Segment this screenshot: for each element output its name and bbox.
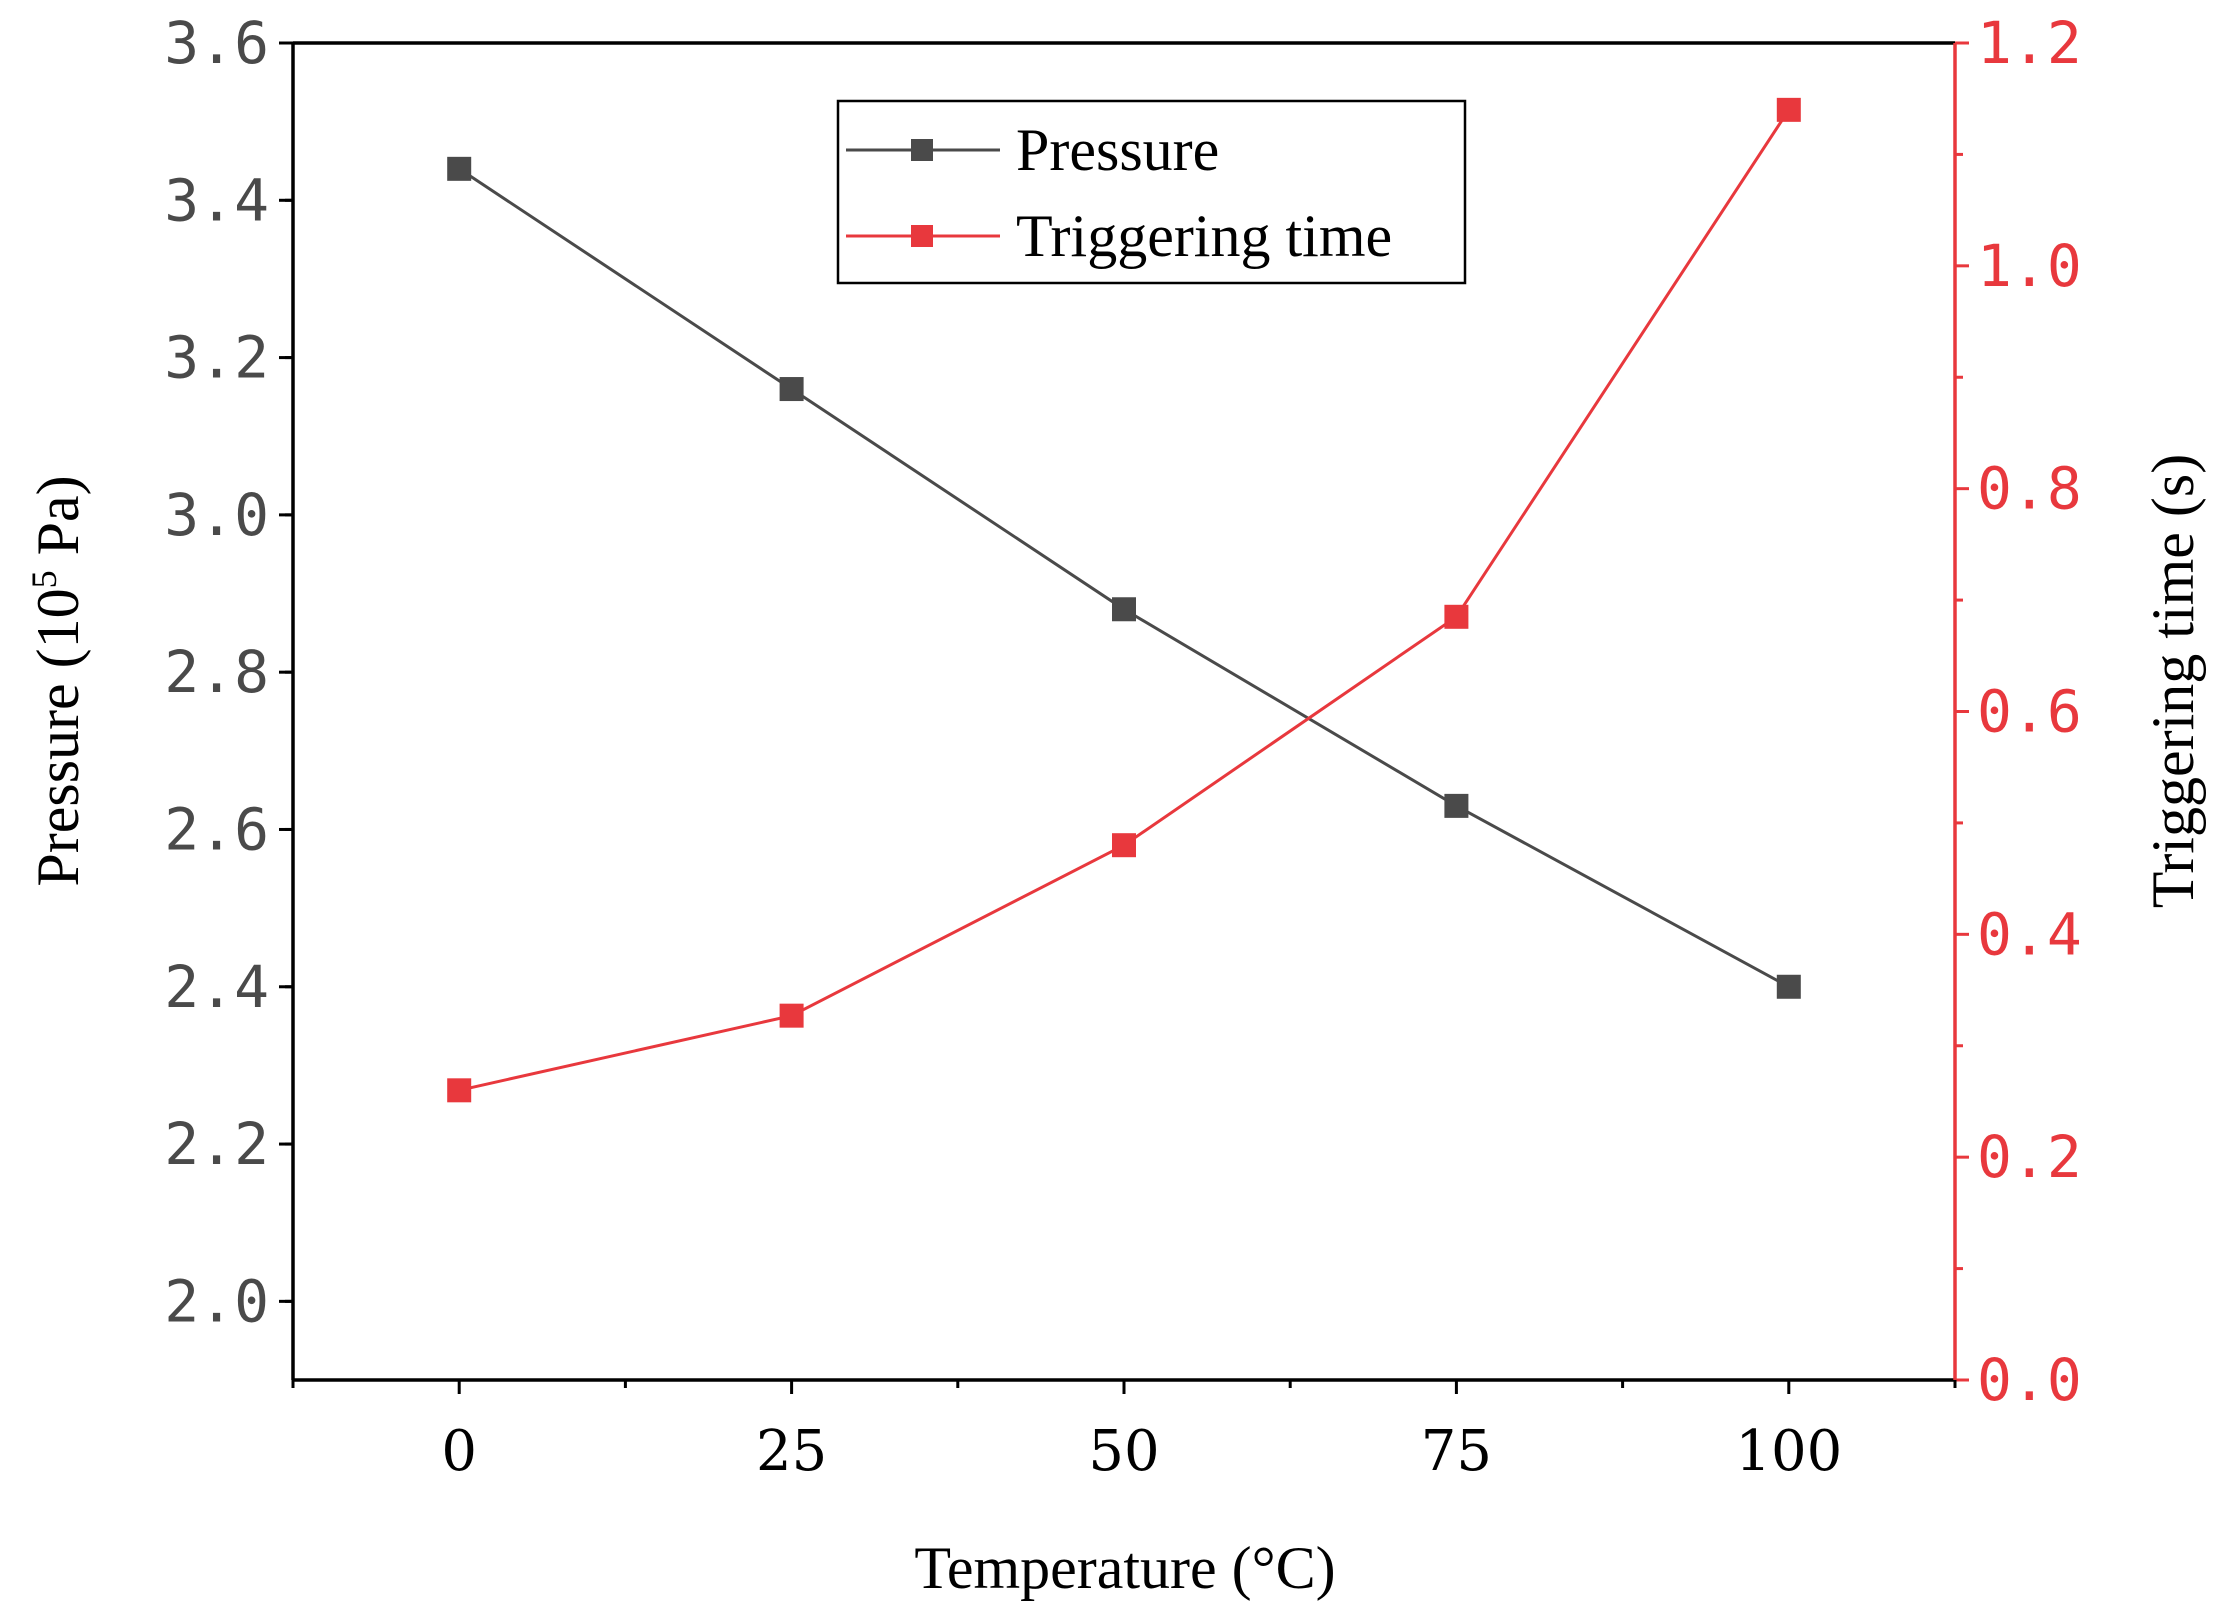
- y-axis-left-title-superscript: 5: [24, 570, 64, 588]
- y-axis-left-title-suffix: Pa): [25, 475, 91, 570]
- y-axis-right-title: Triggering time (s): [2140, 454, 2206, 908]
- y-left-tick-label: 2.8: [164, 638, 269, 706]
- data-point-triggering-time: [1776, 97, 1801, 122]
- y-right-tick-label: 1.2: [1977, 9, 2082, 77]
- y-right-tick-label: 1.0: [1977, 232, 2082, 300]
- x-tick-label: 75: [1421, 1419, 1492, 1484]
- series-layer: [447, 97, 1801, 1103]
- data-point-triggering-time: [1444, 604, 1469, 629]
- y-left-tick-label: 3.6: [164, 9, 269, 77]
- y-left-tick-label: 2.0: [164, 1267, 269, 1335]
- data-point-triggering-time: [779, 1003, 804, 1028]
- tick-labels: 2.0 2.2 2.4 2.6 2.8 3.0 3.2 3.4 3.6 0.0 0.2 0.4 0.6 0…: [164, 9, 2082, 1484]
- y-left-tick-label: 3.4: [164, 166, 269, 234]
- axis-ticks: [279, 41, 1969, 1394]
- y-right-tick-label: 0.8: [1977, 455, 2082, 523]
- y-left-tick-label: 3.2: [164, 324, 269, 392]
- y-right-tick-label: 0.2: [1977, 1123, 2082, 1191]
- legend-marker-pressure: [911, 139, 933, 161]
- legend-label-triggering-time: Triggering time: [1016, 203, 1392, 269]
- legend: Pressure Triggering time: [836, 99, 1467, 285]
- x-tick-label: 100: [1735, 1419, 1842, 1484]
- y-left-tick-label: 2.6: [164, 795, 269, 863]
- legend-box: [836, 99, 1467, 285]
- y-right-tick-label: 0.6: [1977, 678, 2082, 746]
- data-point-pressure: [779, 377, 804, 402]
- x-axis-title: Temperature (°C): [914, 1535, 1335, 1601]
- legend-marker-triggering-time: [911, 225, 933, 247]
- x-tick-label: 50: [1088, 1419, 1159, 1484]
- data-point-pressure: [1776, 974, 1801, 999]
- y-left-tick-label: 2.2: [164, 1110, 269, 1178]
- data-point-triggering-time: [1112, 833, 1136, 858]
- data-point-pressure: [447, 156, 472, 181]
- data-point-triggering-time: [447, 1078, 472, 1103]
- y-axis-left-title-prefix: Pressure (10: [25, 588, 91, 886]
- y-left-tick-label: 3.0: [164, 481, 269, 549]
- y-axis-left-title: Pressure (105 Pa): [24, 475, 91, 886]
- series-line-pressure: [458, 167, 1790, 989]
- y-right-tick-label: 0.0: [1977, 1346, 2082, 1414]
- legend-label-pressure: Pressure: [1016, 117, 1219, 183]
- y-right-tick-label: 0.4: [1977, 900, 2082, 968]
- x-tick-label: 25: [756, 1419, 827, 1484]
- data-point-pressure: [1112, 597, 1136, 622]
- data-point-pressure: [1444, 793, 1469, 818]
- y-left-tick-label: 2.4: [164, 953, 269, 1021]
- x-tick-label: 0: [441, 1419, 477, 1484]
